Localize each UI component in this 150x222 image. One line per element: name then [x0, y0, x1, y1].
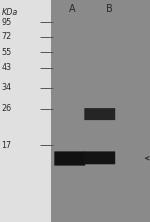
Bar [0, 0, 51, 222]
Text: 26: 26 [2, 104, 12, 113]
Text: B: B [106, 4, 113, 14]
Text: 95: 95 [2, 18, 12, 27]
FancyBboxPatch shape [54, 151, 85, 166]
Text: KDa: KDa [2, 8, 18, 17]
Text: 17: 17 [2, 141, 12, 150]
FancyBboxPatch shape [84, 151, 115, 164]
FancyBboxPatch shape [84, 108, 115, 120]
Text: 34: 34 [2, 83, 12, 92]
Text: A: A [69, 4, 75, 14]
Text: 43: 43 [2, 63, 12, 72]
Text: 72: 72 [2, 32, 12, 41]
Text: 55: 55 [2, 48, 12, 57]
Bar [51, 0, 150, 222]
